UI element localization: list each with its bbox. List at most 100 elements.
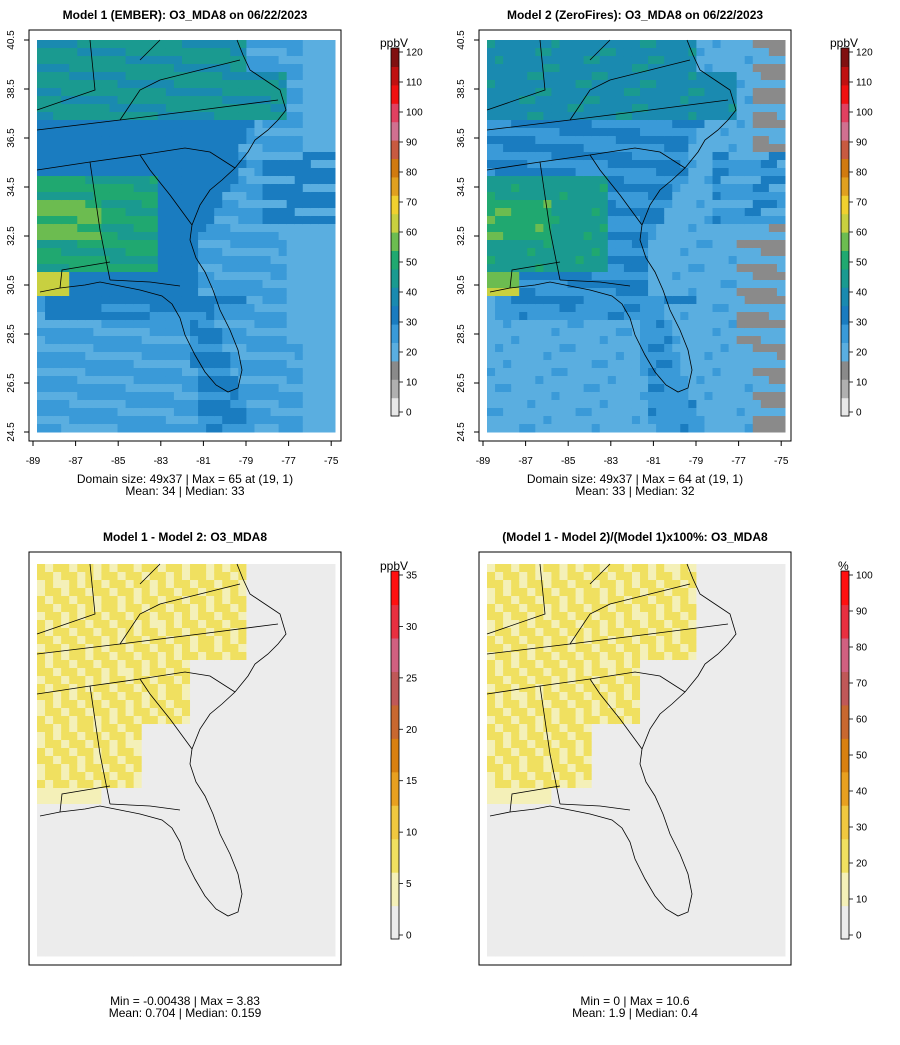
grid-cell [487, 264, 496, 273]
grid-cell [760, 416, 770, 425]
grid-cell [583, 216, 593, 225]
grid-cell [559, 304, 569, 313]
grid-cell [181, 384, 191, 393]
grid-cell [495, 216, 504, 225]
grid-cell [326, 400, 336, 409]
grid-cell [567, 400, 577, 409]
grid-cell [101, 860, 110, 869]
grid-cell [615, 80, 625, 89]
grid-cell [760, 296, 770, 305]
grid-cell [85, 368, 94, 377]
grid-cell [631, 200, 641, 209]
grid-cell [254, 80, 264, 89]
grid-cell [680, 376, 689, 385]
grid-cell [53, 868, 62, 877]
grid-cell [262, 360, 272, 369]
grid-cell [270, 408, 280, 417]
grid-cell [696, 160, 705, 169]
grid-cell [69, 924, 78, 933]
grid-cell [37, 772, 46, 781]
grid-cell [575, 240, 585, 249]
grid-cell [238, 48, 247, 57]
grid-cell [214, 360, 223, 369]
grid-cell [623, 360, 633, 369]
grid-cell [117, 868, 127, 877]
grid-cell [310, 272, 320, 281]
grid-cell [125, 424, 135, 433]
grid-cell [278, 80, 288, 89]
grid-cell [238, 756, 247, 765]
grid-cell [45, 192, 54, 201]
grid-cell [495, 72, 504, 81]
grid-cell [37, 716, 46, 725]
grid-cell [53, 104, 62, 113]
grid-cell [117, 620, 127, 629]
grid-cell [543, 64, 552, 73]
grid-cell [149, 940, 159, 949]
grid-cell [238, 700, 247, 709]
grid-cell [728, 184, 738, 193]
grid-cell [760, 312, 770, 321]
grid-cell [238, 224, 247, 233]
grid-cell [302, 320, 312, 329]
grid-cell [270, 48, 280, 57]
grid-cell [599, 184, 609, 193]
grid-cell [93, 136, 102, 145]
grid-cell [45, 96, 54, 105]
grid-cell [133, 628, 143, 637]
grid-cell [535, 152, 544, 161]
grid-cell [736, 296, 746, 305]
grid-cell [206, 772, 215, 781]
grid-cell [712, 152, 722, 161]
grid-cell [141, 376, 151, 385]
grid-cell [583, 104, 593, 113]
grid-cell [672, 328, 681, 337]
grid-cell [527, 192, 536, 201]
grid-cell [45, 716, 54, 725]
grid-cell [133, 376, 143, 385]
grid-cell [543, 400, 552, 409]
grid-cell [181, 344, 191, 353]
grid-cell [294, 120, 304, 129]
grid-cell [165, 644, 175, 653]
grid-cell [93, 580, 102, 589]
grid-cell [704, 280, 714, 289]
grid-cell [69, 248, 78, 257]
grid-cell [776, 320, 786, 329]
grid-cell [254, 368, 264, 377]
grid-cell [302, 312, 312, 321]
grid-cell [198, 916, 207, 925]
grid-cell [198, 240, 207, 249]
grid-cell [101, 748, 110, 757]
grid-cell [656, 144, 665, 153]
grid-cell [109, 200, 119, 209]
grid-cell [728, 80, 738, 89]
grid-cell [85, 288, 94, 297]
grid-cell [238, 192, 247, 201]
grid-cell [776, 72, 786, 81]
grid-cell [262, 152, 272, 161]
grid-cell [141, 336, 151, 345]
grid-cell [728, 240, 738, 249]
grid-cell [527, 216, 536, 225]
grid-cell [173, 812, 183, 821]
grid-cell [173, 256, 183, 265]
grid-cell [656, 96, 665, 105]
grid-cell [77, 564, 86, 573]
grid-cell [262, 128, 272, 137]
grid-cell [109, 860, 119, 869]
grid-cell [198, 312, 207, 321]
grid-cell [519, 248, 528, 257]
grid-cell [141, 732, 151, 741]
grid-cell [53, 416, 62, 425]
grid-cell [173, 144, 183, 153]
grid-cell [583, 344, 593, 353]
grid-cell [37, 580, 46, 589]
grid-cell [527, 264, 536, 273]
grid-cell [93, 676, 102, 685]
grid-cell [125, 580, 135, 589]
grid-cell [198, 836, 207, 845]
grid-cell [45, 296, 54, 305]
grid-cell [198, 636, 207, 645]
grid-cell [310, 224, 320, 233]
